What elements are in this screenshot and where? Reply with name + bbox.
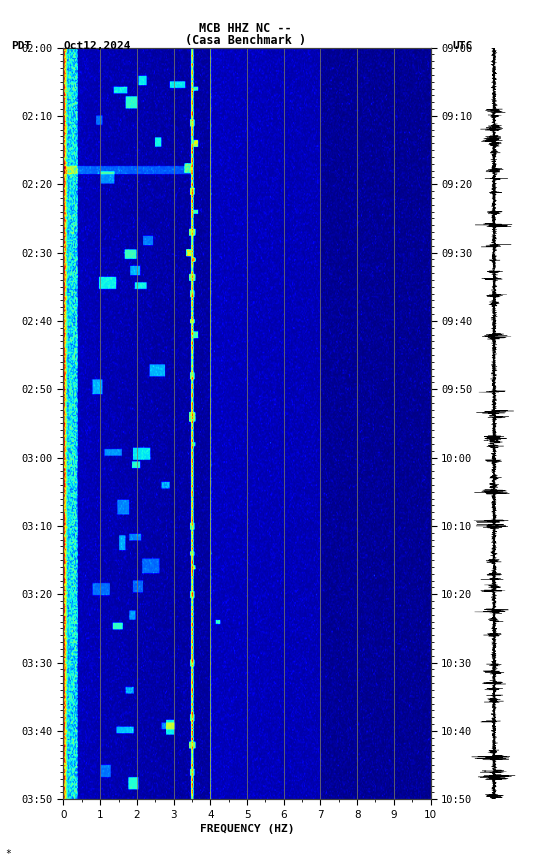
Text: *: * <box>6 849 12 859</box>
Text: Oct12,2024: Oct12,2024 <box>63 41 131 52</box>
Text: UTC: UTC <box>453 41 473 52</box>
Text: MCB HHZ NC --: MCB HHZ NC -- <box>199 22 292 35</box>
Text: PDT: PDT <box>11 41 31 52</box>
Text: (Casa Benchmark ): (Casa Benchmark ) <box>185 34 306 47</box>
X-axis label: FREQUENCY (HZ): FREQUENCY (HZ) <box>200 823 294 834</box>
